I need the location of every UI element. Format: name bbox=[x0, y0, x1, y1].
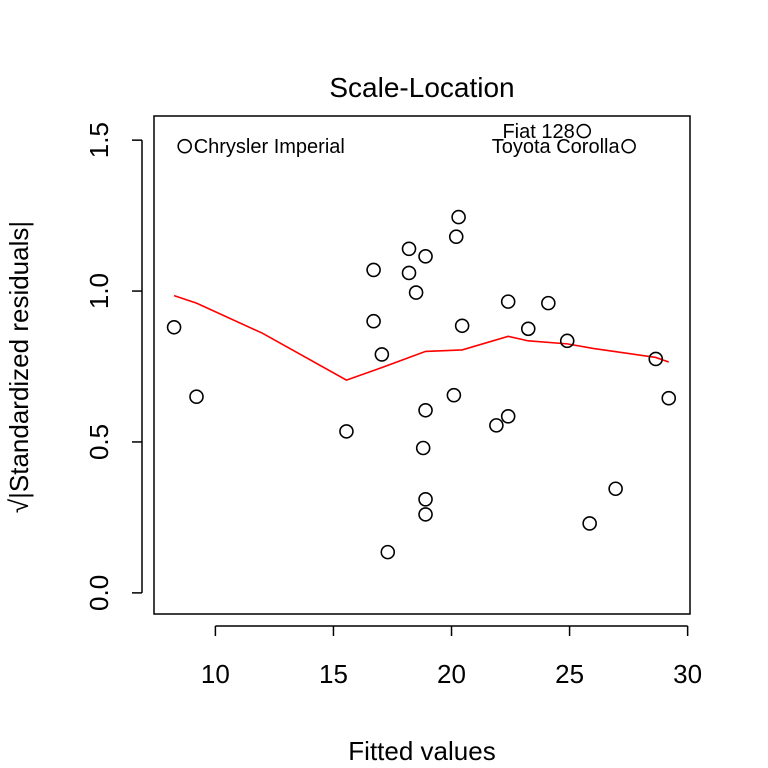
chart-title: Scale-Location bbox=[329, 72, 514, 103]
data-point bbox=[166, 319, 182, 335]
data-point bbox=[401, 265, 417, 281]
smooth-line-group bbox=[173, 294, 670, 381]
data-point bbox=[339, 424, 354, 439]
data-point bbox=[661, 390, 677, 406]
points-group bbox=[166, 123, 677, 560]
data-point bbox=[418, 402, 433, 418]
data-point bbox=[446, 387, 462, 403]
data-point bbox=[454, 318, 470, 334]
x-tick-label: 25 bbox=[555, 659, 584, 689]
point-label: Fiat 128 bbox=[502, 121, 574, 143]
data-point bbox=[380, 544, 396, 560]
data-point bbox=[366, 262, 381, 278]
data-point bbox=[608, 481, 623, 497]
data-point bbox=[648, 351, 664, 367]
x-tick-label: 10 bbox=[201, 659, 230, 689]
data-point bbox=[576, 123, 592, 139]
data-point bbox=[177, 138, 192, 154]
data-point bbox=[189, 389, 204, 404]
data-point bbox=[418, 492, 433, 507]
x-axis: 10 15 20 25 30 bbox=[201, 625, 702, 689]
point-label: Chrysler Imperial bbox=[194, 136, 345, 158]
data-point bbox=[559, 333, 575, 349]
data-point bbox=[415, 440, 431, 456]
data-point bbox=[408, 285, 424, 300]
y-axis: 0.0 0.5 1.0 1.5 bbox=[84, 122, 143, 611]
y-tick-label: 1.5 bbox=[84, 122, 114, 158]
point-label: Toyota Corolla bbox=[492, 136, 621, 158]
x-axis-label: Fitted values bbox=[348, 736, 495, 766]
data-point bbox=[500, 294, 516, 309]
y-axis-label: √|Standardized residuals| bbox=[4, 221, 34, 513]
y-tick-label: 1.0 bbox=[84, 273, 114, 309]
data-point bbox=[418, 249, 433, 264]
data-point bbox=[448, 229, 464, 245]
smooth-line bbox=[173, 294, 670, 381]
data-point bbox=[489, 418, 504, 433]
x-tick-label: 15 bbox=[319, 659, 348, 689]
plot-frame bbox=[153, 115, 691, 615]
data-point bbox=[582, 516, 597, 531]
data-point bbox=[366, 313, 381, 329]
data-point bbox=[520, 321, 536, 337]
data-point bbox=[451, 209, 466, 225]
data-point bbox=[500, 409, 516, 424]
y-tick-label: 0.5 bbox=[84, 424, 114, 460]
x-tick-label: 20 bbox=[437, 659, 466, 689]
data-point bbox=[418, 507, 433, 522]
data-point bbox=[401, 241, 417, 257]
data-point bbox=[621, 138, 636, 154]
data-point bbox=[541, 295, 556, 311]
data-point bbox=[374, 347, 390, 362]
x-tick-label: 30 bbox=[673, 659, 702, 689]
y-tick-label: 0.0 bbox=[84, 575, 114, 611]
